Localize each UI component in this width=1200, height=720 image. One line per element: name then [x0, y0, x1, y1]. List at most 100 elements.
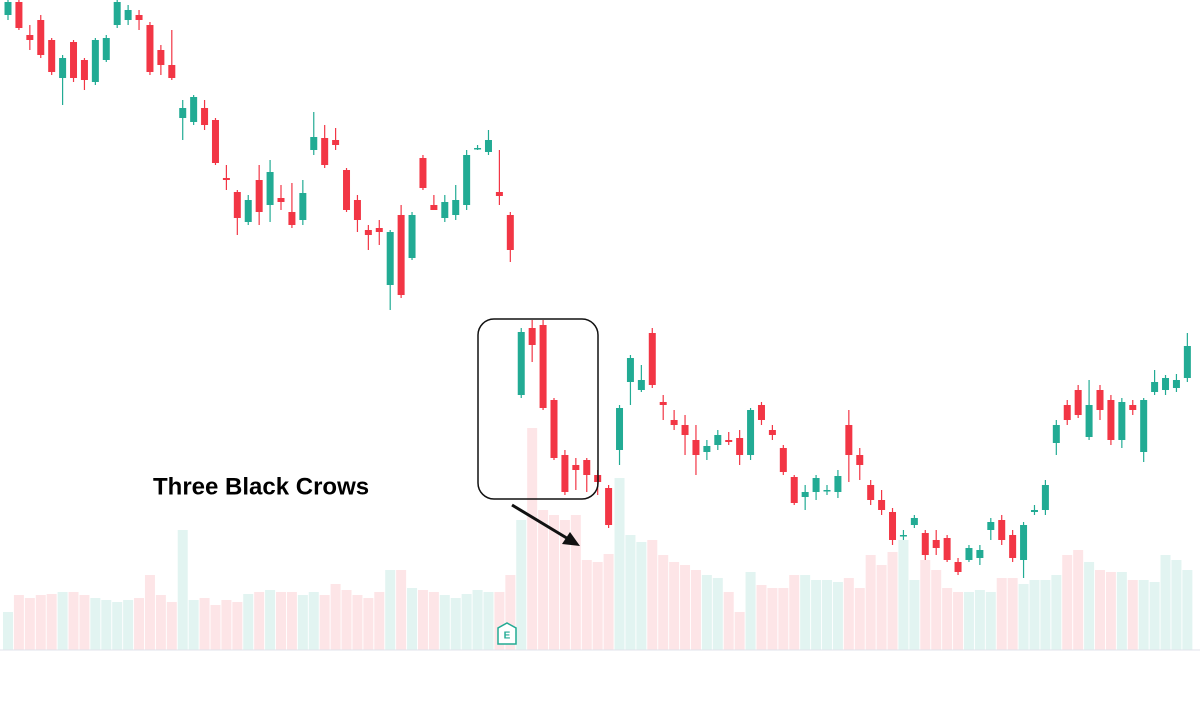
volume-bar [144, 575, 155, 650]
candle-body [1063, 405, 1071, 420]
volume-bar [865, 555, 876, 650]
candle-body [1118, 402, 1126, 440]
candle-body [484, 140, 492, 152]
volume-bar [767, 588, 778, 650]
volume-bar [1160, 555, 1171, 650]
candle-body [878, 500, 886, 510]
volume-bar [450, 598, 461, 650]
volume-bar [625, 535, 636, 650]
candle-body [1096, 390, 1104, 410]
volume-bar [363, 598, 374, 650]
volume-bar [963, 592, 974, 650]
volume-bar [745, 572, 756, 650]
candle-body [48, 40, 56, 72]
candle-body [605, 488, 613, 525]
candle-body [190, 97, 198, 122]
candle-body [823, 490, 831, 492]
volume-bar [330, 584, 341, 650]
candle-body [375, 228, 383, 232]
candle-body [725, 440, 733, 442]
volume-bar [822, 580, 832, 650]
volume-bar [352, 595, 363, 650]
volume-bar [996, 578, 1007, 650]
candle-body [1183, 346, 1191, 378]
volume-bar [1095, 570, 1105, 650]
candle-body [1009, 535, 1017, 558]
candle-body [80, 60, 88, 80]
volume-bar [483, 592, 494, 650]
volume-bar [756, 585, 767, 650]
volume-bar [614, 478, 625, 650]
candle-body [1151, 382, 1159, 392]
volume-bar [68, 592, 79, 650]
candle-body [954, 562, 962, 572]
volume-bar [789, 575, 800, 650]
volume-bar [385, 570, 396, 650]
volume-bar [3, 612, 13, 650]
event-marker[interactable]: E [497, 622, 517, 645]
volume-bar [297, 595, 308, 650]
candle-body [790, 477, 798, 503]
annotation-arrow [511, 503, 571, 542]
volume-bar [265, 590, 276, 650]
volume-bar [134, 598, 145, 650]
candle-body [15, 2, 23, 28]
candle-body [736, 438, 744, 455]
annotation-label: Three Black Crows [153, 473, 369, 500]
candle-body [211, 120, 219, 163]
volume-bar [647, 540, 658, 650]
candle-body [1162, 378, 1170, 390]
arrow-head [562, 532, 580, 546]
candle-body [222, 178, 230, 180]
candle-body [463, 155, 471, 205]
candle-body [834, 476, 842, 492]
candle-body [332, 140, 340, 145]
candle-body [1041, 485, 1049, 510]
volume-bar [13, 595, 24, 650]
volume-bar [177, 530, 188, 650]
volume-bar [166, 602, 177, 650]
volume-bar [407, 588, 418, 650]
volume-bar [1116, 572, 1127, 650]
candle-body [637, 380, 645, 390]
volume-bar [319, 595, 330, 650]
volume-bar [1018, 584, 1029, 650]
candle-body [932, 540, 940, 548]
event-icon[interactable] [497, 622, 517, 645]
volume-bar [570, 515, 581, 650]
candle-body [474, 148, 482, 150]
candle-body [670, 420, 678, 425]
volume-bar [527, 428, 538, 650]
candle-body [1129, 405, 1137, 410]
candle-body [310, 137, 318, 150]
event-label[interactable]: E [504, 631, 511, 642]
candle-body [987, 522, 995, 530]
volume-bar [953, 592, 964, 650]
candle-body [681, 425, 689, 435]
volume-bar [494, 592, 505, 650]
candle-body [561, 455, 569, 492]
candle-body [343, 170, 351, 210]
candle-body [452, 200, 460, 215]
candle-body [779, 448, 787, 472]
candle-body [495, 192, 503, 196]
volume-bar [1105, 572, 1116, 650]
candle-body [1020, 525, 1028, 560]
volume-bar [90, 598, 101, 650]
volume-bar [123, 600, 134, 650]
volume-bar [898, 540, 909, 650]
candle-body [910, 518, 918, 525]
volume-bar [811, 580, 822, 650]
volume-bar [35, 595, 46, 650]
volume-bar [854, 588, 865, 650]
candle-layer [4, 0, 1191, 578]
volume-bar [254, 592, 265, 650]
volume-bar [690, 570, 701, 650]
volume-bar [101, 600, 112, 650]
candle-body [550, 400, 558, 458]
volume-bar [581, 560, 592, 650]
candle-body [430, 205, 438, 210]
candle-body [113, 2, 121, 25]
